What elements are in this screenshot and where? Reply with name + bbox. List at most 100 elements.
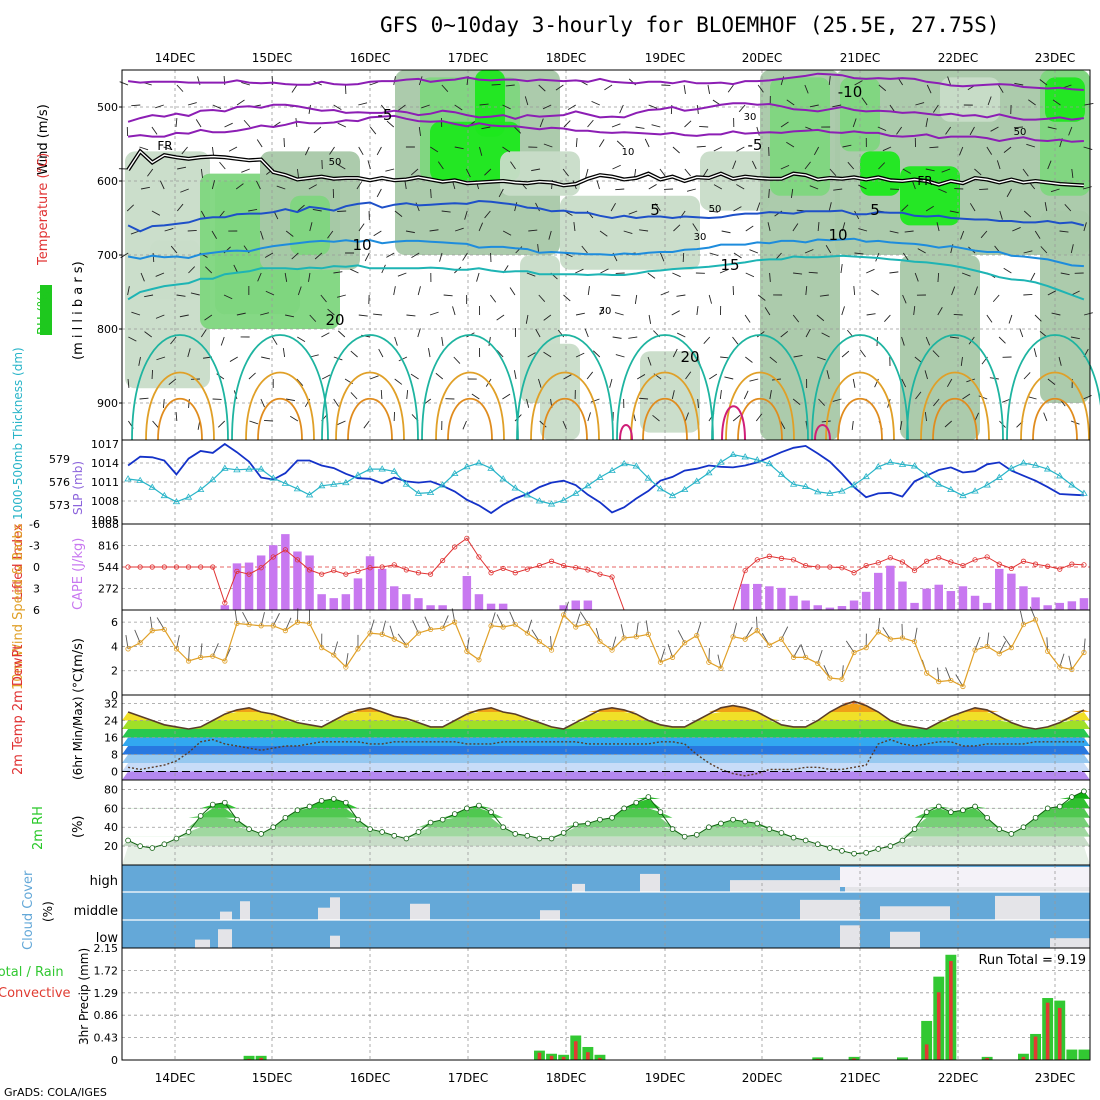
- upper-wind-barb: [953, 313, 963, 316]
- rh-shade-26: [640, 351, 700, 433]
- rh2m-point: [451, 811, 458, 817]
- rh2m-point: [802, 837, 809, 844]
- upper-wind-barb: [896, 126, 903, 135]
- warm-contour-0-0: [131, 334, 229, 441]
- wind10-point: [911, 638, 918, 645]
- upper-wind-barb: [587, 119, 594, 128]
- lifted-index-point: [331, 567, 337, 574]
- upper-wind-barb: [510, 161, 516, 170]
- upper-wind-barb: [901, 204, 909, 212]
- upper-wind-barb: [563, 374, 572, 380]
- precip-total-bar: [243, 1055, 255, 1060]
- upper-wind-barb: [648, 104, 658, 109]
- thickness-point: [426, 488, 435, 496]
- upper-wind-barb: [155, 314, 165, 319]
- cape-bar: [486, 603, 496, 610]
- precip-conv-bar: [247, 1058, 251, 1060]
- rh-contour-label-1: 30: [744, 112, 757, 123]
- warm-contour-2-0: [321, 334, 419, 441]
- upper-wind-barb: [818, 398, 826, 406]
- rh-shade-23: [1045, 77, 1085, 122]
- lifted-index-point: [234, 568, 240, 574]
- lifted-index-point: [427, 571, 434, 577]
- upper-wind-barb: [841, 222, 846, 232]
- precip-conv-bar: [815, 1058, 820, 1060]
- wind10-point: [1020, 621, 1027, 628]
- upper-wind-barb: [1008, 314, 1013, 324]
- precip-conv-bar: [1021, 1056, 1026, 1060]
- cape-bar: [341, 594, 351, 610]
- upper-wind-barb: [452, 306, 456, 316]
- lifted-index-point: [911, 567, 918, 574]
- upper-wind-barb: [809, 185, 819, 190]
- rh2m-point: [500, 824, 506, 831]
- precip-conv-bar: [259, 1057, 263, 1060]
- rh2m-point: [730, 816, 736, 823]
- warm-contour-6-1: [725, 371, 795, 441]
- thickness-point: [378, 465, 386, 472]
- temp-band-3: [122, 746, 1090, 755]
- wind10-point: [222, 658, 228, 664]
- upper-wind-barb: [170, 336, 177, 345]
- upper-wind-barb: [871, 289, 880, 296]
- bottom-date-19DEC: 19DEC: [645, 1071, 685, 1085]
- upper-wind-barb: [430, 188, 432, 199]
- upper-wind-barb: [291, 252, 299, 260]
- warm-contour-3-1: [435, 371, 505, 441]
- bottom-date-18DEC: 18DEC: [546, 1071, 586, 1085]
- lifted-index-point: [548, 558, 555, 564]
- wind10-point: [1069, 666, 1075, 673]
- upper-wind-barb: [611, 294, 621, 297]
- rh2m-point: [125, 837, 131, 844]
- thickness-point: [523, 491, 532, 498]
- upper-wind-barb: [636, 374, 646, 380]
- upper-wind-barb: [767, 222, 771, 232]
- wind10-point: [851, 649, 857, 656]
- upper-wind-barb: [1039, 79, 1048, 86]
- lifted-index-line: [128, 537, 1084, 611]
- upper-wind-barb: [290, 415, 299, 422]
- upper-wind-barb: [462, 252, 468, 261]
- upper-wind-barb: [682, 252, 685, 263]
- upper-wind-barb: [951, 286, 956, 296]
- wind10-point: [742, 636, 748, 642]
- warm-contour-2-1: [335, 371, 405, 441]
- upper-wind-barb: [724, 376, 734, 380]
- upper-wind-barb: [769, 356, 778, 364]
- lifted-index-point: [839, 565, 845, 571]
- rh2m-point: [863, 849, 869, 856]
- upper-wind-barb: [634, 294, 638, 304]
- rh2m-point: [681, 833, 688, 840]
- cloud-high-clear: [840, 867, 1090, 887]
- upper-wind-barb: [1083, 146, 1093, 150]
- thickness-point: [184, 493, 193, 500]
- upper-wind-barb: [527, 352, 536, 358]
- thickness-point: [584, 482, 592, 489]
- cloud-gap-1-2: [318, 907, 330, 920]
- cape-bar: [765, 586, 774, 610]
- wind10-point: [875, 629, 881, 635]
- upper-wind-barb: [821, 332, 830, 338]
- upper-wind-barb: [902, 294, 907, 304]
- wind10-tick-0: 0: [111, 689, 118, 702]
- upper-wind-barb: [265, 290, 275, 296]
- upper-wind-barb: [924, 370, 928, 380]
- lifted-index-point: [343, 571, 349, 577]
- upper-wind-barb: [610, 202, 616, 212]
- upper-wind-barb: [999, 210, 1003, 220]
- temp-contour-label-6: 10: [828, 226, 847, 244]
- temp-contour-5: [127, 199, 1085, 233]
- rh2m-point: [948, 809, 954, 815]
- rh2m-point: [161, 841, 168, 848]
- thickness-point: [317, 482, 326, 489]
- upper-wind-barb: [732, 160, 737, 170]
- temp-band-6: [122, 720, 1090, 729]
- thickness-point: [717, 458, 725, 465]
- upper-wind-barb: [612, 336, 622, 339]
- rh2m-point: [282, 814, 289, 821]
- hot-contour-1: [619, 424, 633, 441]
- upper-wind-barb: [686, 188, 696, 192]
- thickness-point: [789, 480, 798, 487]
- upper-wind-barb: [751, 160, 757, 170]
- wind10-point: [778, 636, 785, 642]
